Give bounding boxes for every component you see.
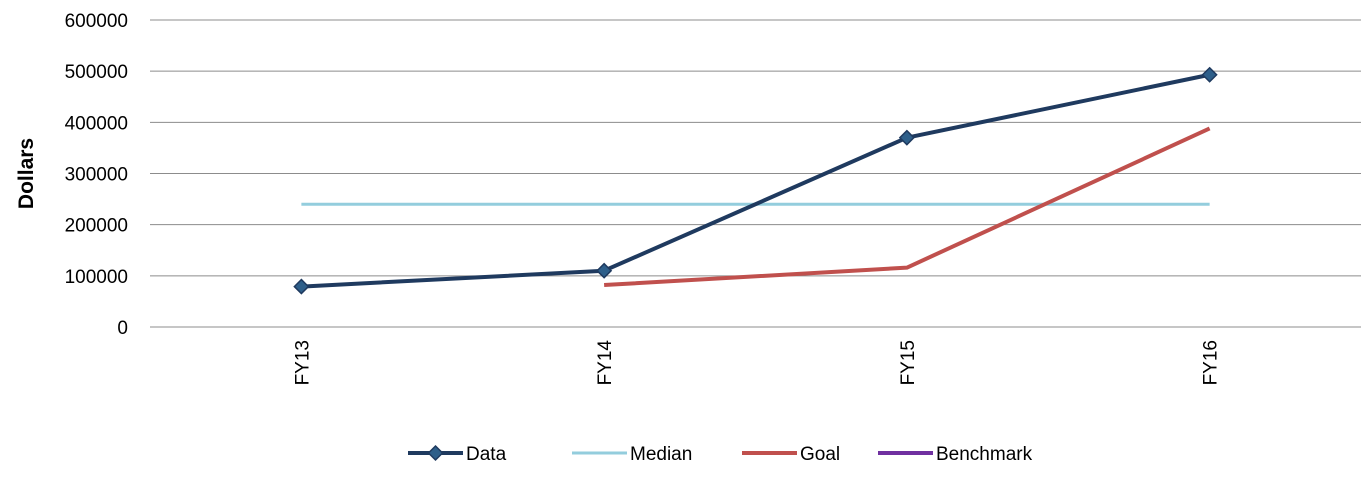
data-point <box>596 262 613 279</box>
series <box>293 66 1218 295</box>
y-axis-title: Dollars <box>15 138 38 209</box>
data-point <box>898 129 915 146</box>
x-tick-label: FY15 <box>898 340 919 385</box>
x-tick-label: FY13 <box>292 340 313 385</box>
series-line-goal <box>604 126 1211 288</box>
y-tick-label: 400000 <box>65 113 128 134</box>
legend-item-goal: Goal <box>742 444 840 465</box>
legend-label: Goal <box>800 444 840 465</box>
legend-item-median: Median <box>572 444 692 465</box>
y-tick-label: 600000 <box>65 11 128 32</box>
legend-item-benchmark: Benchmark <box>878 444 1033 465</box>
y-tick-label: 500000 <box>65 62 128 83</box>
x-tick-label: FY16 <box>1201 340 1222 385</box>
x-tick-labels: FY13 FY14 FY15 FY16 <box>292 340 1221 386</box>
legend-label: Benchmark <box>936 444 1033 465</box>
y-tick-label: 200000 <box>65 216 128 237</box>
legend-label: Data <box>466 444 507 465</box>
series-line-data <box>301 72 1211 289</box>
gridlines <box>150 19 1361 328</box>
legend-label: Median <box>630 444 692 465</box>
data-point <box>293 278 310 295</box>
series-data <box>293 66 1218 295</box>
series-goal <box>604 126 1211 288</box>
legend: Data Median Goal Benchmark <box>408 444 1033 465</box>
data-point <box>1201 66 1218 83</box>
y-tick-label: 0 <box>117 318 128 339</box>
y-tick-label: 100000 <box>65 267 128 288</box>
legend-item-data: Data <box>408 444 507 465</box>
legend-marker <box>427 444 444 462</box>
y-tick-label: 300000 <box>65 165 128 186</box>
y-tick-labels: 0 100000 200000 300000 400000 500000 600000 <box>65 11 128 339</box>
x-tick-label: FY14 <box>595 340 616 386</box>
